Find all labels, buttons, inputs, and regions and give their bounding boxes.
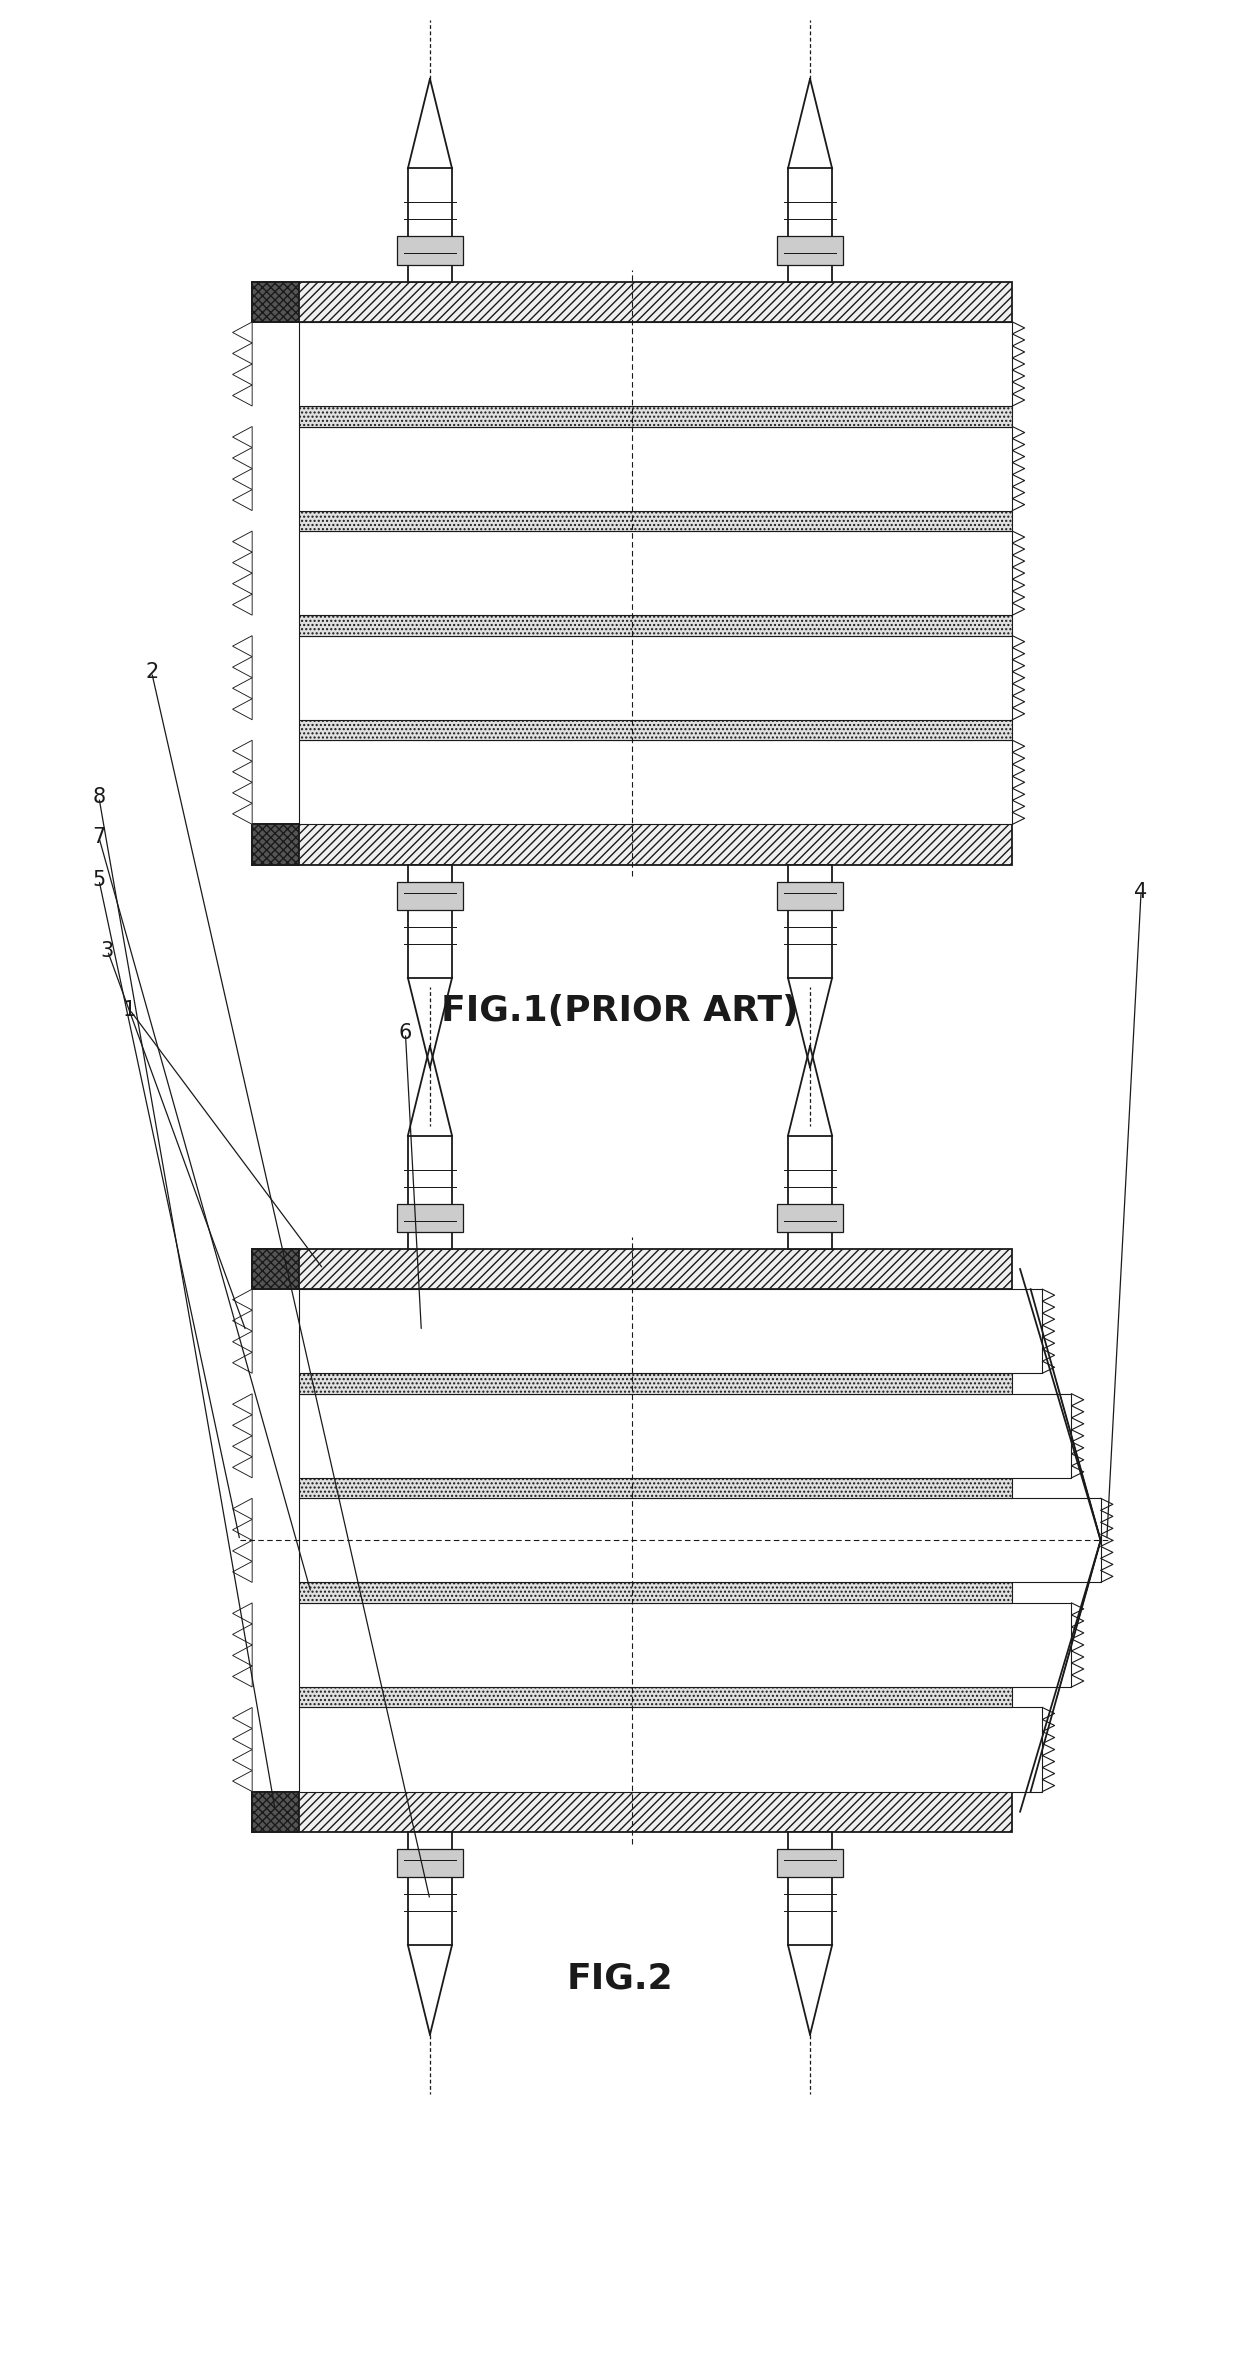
Polygon shape <box>233 1749 252 1770</box>
Polygon shape <box>252 282 299 323</box>
Polygon shape <box>233 489 252 510</box>
Polygon shape <box>233 553 252 574</box>
Polygon shape <box>233 1709 252 1728</box>
Polygon shape <box>777 880 843 909</box>
Polygon shape <box>233 1414 252 1436</box>
Polygon shape <box>233 323 252 344</box>
Polygon shape <box>233 698 252 719</box>
Polygon shape <box>233 1561 252 1583</box>
Polygon shape <box>233 740 252 762</box>
Text: 1: 1 <box>123 999 136 1020</box>
Text: 4: 4 <box>1135 883 1148 902</box>
Polygon shape <box>299 510 1012 532</box>
Polygon shape <box>299 719 1012 740</box>
Polygon shape <box>233 636 252 657</box>
Polygon shape <box>233 1770 252 1792</box>
Polygon shape <box>233 679 252 698</box>
Polygon shape <box>233 783 252 804</box>
Polygon shape <box>299 1602 1071 1687</box>
Polygon shape <box>252 1248 1012 1289</box>
Polygon shape <box>787 1832 832 1946</box>
Polygon shape <box>233 467 252 489</box>
Polygon shape <box>408 168 453 282</box>
Polygon shape <box>233 1728 252 1749</box>
Polygon shape <box>252 823 1012 864</box>
Polygon shape <box>233 448 252 467</box>
Text: 3: 3 <box>100 940 114 961</box>
Polygon shape <box>233 1393 252 1414</box>
Polygon shape <box>252 1792 1012 1832</box>
Text: 5: 5 <box>92 871 105 890</box>
Polygon shape <box>233 1289 252 1310</box>
Polygon shape <box>299 636 1012 719</box>
Polygon shape <box>252 823 299 864</box>
Polygon shape <box>233 1666 252 1687</box>
Polygon shape <box>408 864 453 978</box>
Polygon shape <box>233 363 252 384</box>
Polygon shape <box>299 615 1012 636</box>
Polygon shape <box>233 532 252 553</box>
Polygon shape <box>299 1374 1012 1393</box>
Polygon shape <box>408 1832 453 1946</box>
Polygon shape <box>397 237 463 266</box>
Polygon shape <box>233 427 252 448</box>
Polygon shape <box>299 532 1012 615</box>
Polygon shape <box>233 657 252 679</box>
Polygon shape <box>777 237 843 266</box>
Text: FIG.1(PRIOR ART): FIG.1(PRIOR ART) <box>441 994 799 1028</box>
Polygon shape <box>299 406 1012 427</box>
Polygon shape <box>233 1457 252 1478</box>
Polygon shape <box>299 1393 1071 1478</box>
Polygon shape <box>299 1478 1012 1497</box>
Polygon shape <box>252 1248 299 1289</box>
Polygon shape <box>233 1310 252 1331</box>
Polygon shape <box>233 1519 252 1540</box>
Polygon shape <box>397 880 463 909</box>
Polygon shape <box>233 1331 252 1353</box>
Polygon shape <box>233 1436 252 1457</box>
Polygon shape <box>397 1849 463 1877</box>
Polygon shape <box>397 1203 463 1232</box>
Polygon shape <box>787 168 832 282</box>
Polygon shape <box>233 804 252 823</box>
Polygon shape <box>233 1644 252 1666</box>
Polygon shape <box>299 1687 1012 1709</box>
Polygon shape <box>233 384 252 406</box>
Polygon shape <box>777 1849 843 1877</box>
Polygon shape <box>787 864 832 978</box>
Polygon shape <box>299 1583 1012 1602</box>
Text: FIG.2: FIG.2 <box>567 1962 673 1996</box>
Polygon shape <box>299 427 1012 510</box>
Polygon shape <box>787 1137 832 1248</box>
Polygon shape <box>299 1709 1043 1792</box>
Polygon shape <box>299 740 1012 823</box>
Polygon shape <box>252 1792 299 1832</box>
Text: 8: 8 <box>92 788 105 807</box>
Text: 7: 7 <box>92 828 105 847</box>
Polygon shape <box>233 344 252 363</box>
Polygon shape <box>299 323 1012 406</box>
Polygon shape <box>777 1203 843 1232</box>
Polygon shape <box>233 593 252 615</box>
Polygon shape <box>408 1137 453 1248</box>
Text: 6: 6 <box>399 1023 412 1044</box>
Polygon shape <box>299 1289 1043 1374</box>
Polygon shape <box>233 1623 252 1644</box>
Polygon shape <box>233 1602 252 1623</box>
Polygon shape <box>233 1497 252 1519</box>
Text: 2: 2 <box>145 662 159 681</box>
Polygon shape <box>252 282 1012 323</box>
Polygon shape <box>233 1353 252 1374</box>
Polygon shape <box>299 1497 1101 1583</box>
Polygon shape <box>233 574 252 593</box>
Polygon shape <box>233 762 252 783</box>
Polygon shape <box>233 1540 252 1561</box>
